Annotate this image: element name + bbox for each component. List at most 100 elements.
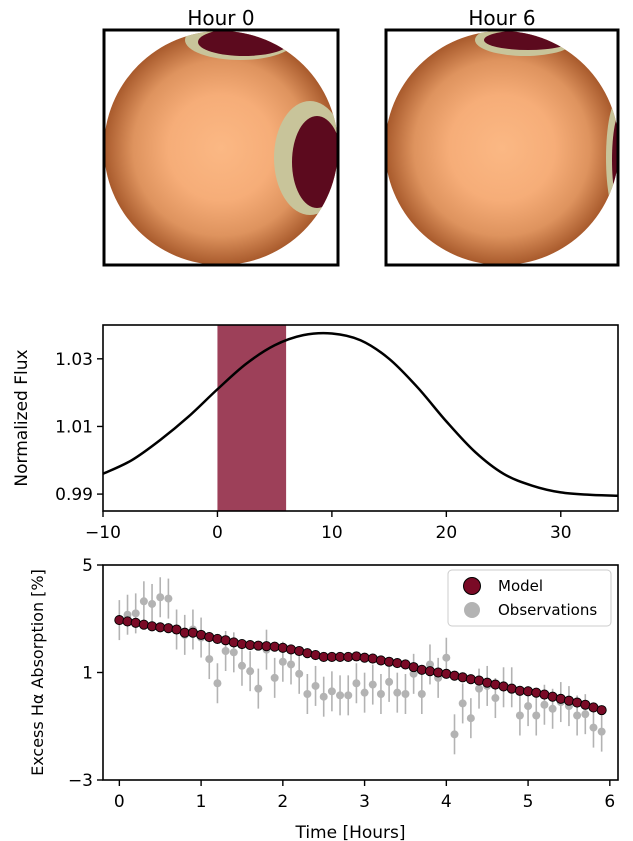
model-point (187, 627, 198, 638)
panel-frame (102, 28, 340, 267)
observation-point (287, 660, 296, 669)
model-point (482, 677, 493, 688)
y-tick-label: 5 (82, 556, 93, 576)
model-point (375, 655, 386, 666)
legend: Model Observations (447, 569, 612, 627)
observation-point (254, 684, 263, 693)
x-tick-label: 0 (212, 523, 223, 543)
star-panel-hour-0: Hour 0 (102, 6, 340, 267)
observation-point (148, 599, 157, 608)
observation-point (246, 667, 255, 676)
model-point (563, 695, 575, 706)
y-tick-label: −3 (68, 771, 93, 791)
observation-point (532, 711, 541, 720)
stellar-disk (104, 31, 338, 265)
limb-spot-umbra (292, 116, 338, 208)
limb-spot-penumbra (606, 100, 618, 216)
model-point (596, 705, 607, 716)
model-point (424, 666, 436, 677)
observation-point (589, 723, 598, 732)
panel-title-hour-0: Hour 0 (187, 6, 254, 30)
observation-point (229, 648, 238, 657)
observation-point (409, 669, 418, 678)
model-point (547, 691, 558, 702)
observation-point (156, 593, 165, 602)
legend-model-marker (463, 577, 481, 595)
legend-observations-marker (464, 602, 480, 618)
model-point (506, 683, 517, 694)
x-tick-label: 4 (441, 792, 452, 812)
model-point (302, 648, 313, 659)
observation-point (515, 711, 524, 720)
observation-point (344, 691, 353, 700)
x-tick-label: −10 (85, 523, 121, 543)
model-point (310, 649, 321, 661)
observation-point (270, 673, 279, 682)
observation-point (336, 691, 345, 700)
observation-point (205, 655, 214, 664)
y-tick-label: 1.01 (55, 417, 93, 437)
observation-point (475, 684, 484, 693)
observation-point (303, 690, 312, 698)
model-point (392, 658, 403, 669)
star-panel-hour-6: Hour 6 (384, 6, 620, 267)
x-axis-label: Time [Hours] (294, 823, 405, 841)
observation-point (360, 688, 369, 697)
model-point (220, 635, 231, 646)
panel-title-hour-6: Hour 6 (468, 6, 535, 30)
legend-box (447, 569, 612, 627)
observation-point (458, 699, 467, 708)
observation-point (131, 609, 140, 618)
observation-point (450, 730, 459, 739)
observation-point (237, 661, 246, 670)
y-tick-label: 1.03 (55, 350, 93, 370)
observation-point (581, 710, 590, 719)
model-point (384, 656, 395, 667)
y-tick-label: 0.99 (55, 485, 93, 505)
observation-point (164, 594, 173, 603)
model-point (367, 653, 378, 664)
model-point (269, 641, 280, 652)
model-point (196, 629, 207, 640)
y-axis-label: Excess Hα Absorption [%] (28, 569, 47, 776)
observation-point (139, 597, 148, 606)
observation-point (123, 610, 132, 619)
observation-point (425, 660, 434, 669)
observation-point (295, 669, 304, 678)
observation-point (548, 704, 557, 713)
observation-point (221, 647, 230, 655)
x-tick-label: 2 (277, 792, 288, 812)
stellar-disk (386, 31, 618, 265)
model-point (228, 637, 239, 648)
x-tick-label: 6 (604, 792, 615, 812)
observation-point (278, 657, 287, 666)
observation-point (491, 694, 500, 703)
model-point (490, 679, 501, 690)
halpha-chart: 0 1 2 3 4 5 6 −3 1 5 Time [Hours] Excess Hα Absorpt… (28, 556, 619, 841)
model-point (539, 689, 550, 700)
panel-frame (384, 28, 620, 267)
observation-point (393, 688, 402, 697)
x-tick-label: 5 (523, 792, 534, 812)
polar-spot-umbra (198, 31, 290, 56)
model-point (163, 623, 174, 634)
limb-spot-umbra (612, 112, 618, 208)
shaded-region (217, 325, 287, 511)
observation-point (213, 679, 222, 688)
flux-chart: −10 0 10 20 30 0.99 1.01 1.03 Normalized Flux (12, 324, 619, 543)
polar-spot-umbra (484, 31, 572, 50)
model-point (236, 638, 248, 650)
observation-point (385, 677, 394, 686)
observation-point (319, 692, 328, 701)
model-point (441, 668, 452, 679)
y-tick-label: 1 (82, 664, 93, 684)
x-tick-label: 30 (550, 523, 572, 543)
axes-frame (102, 324, 619, 512)
model-point (122, 616, 133, 627)
model-point (457, 672, 468, 683)
model-point (572, 697, 583, 708)
model-point (449, 670, 460, 681)
observation-point (352, 679, 361, 688)
model-point (473, 675, 485, 686)
